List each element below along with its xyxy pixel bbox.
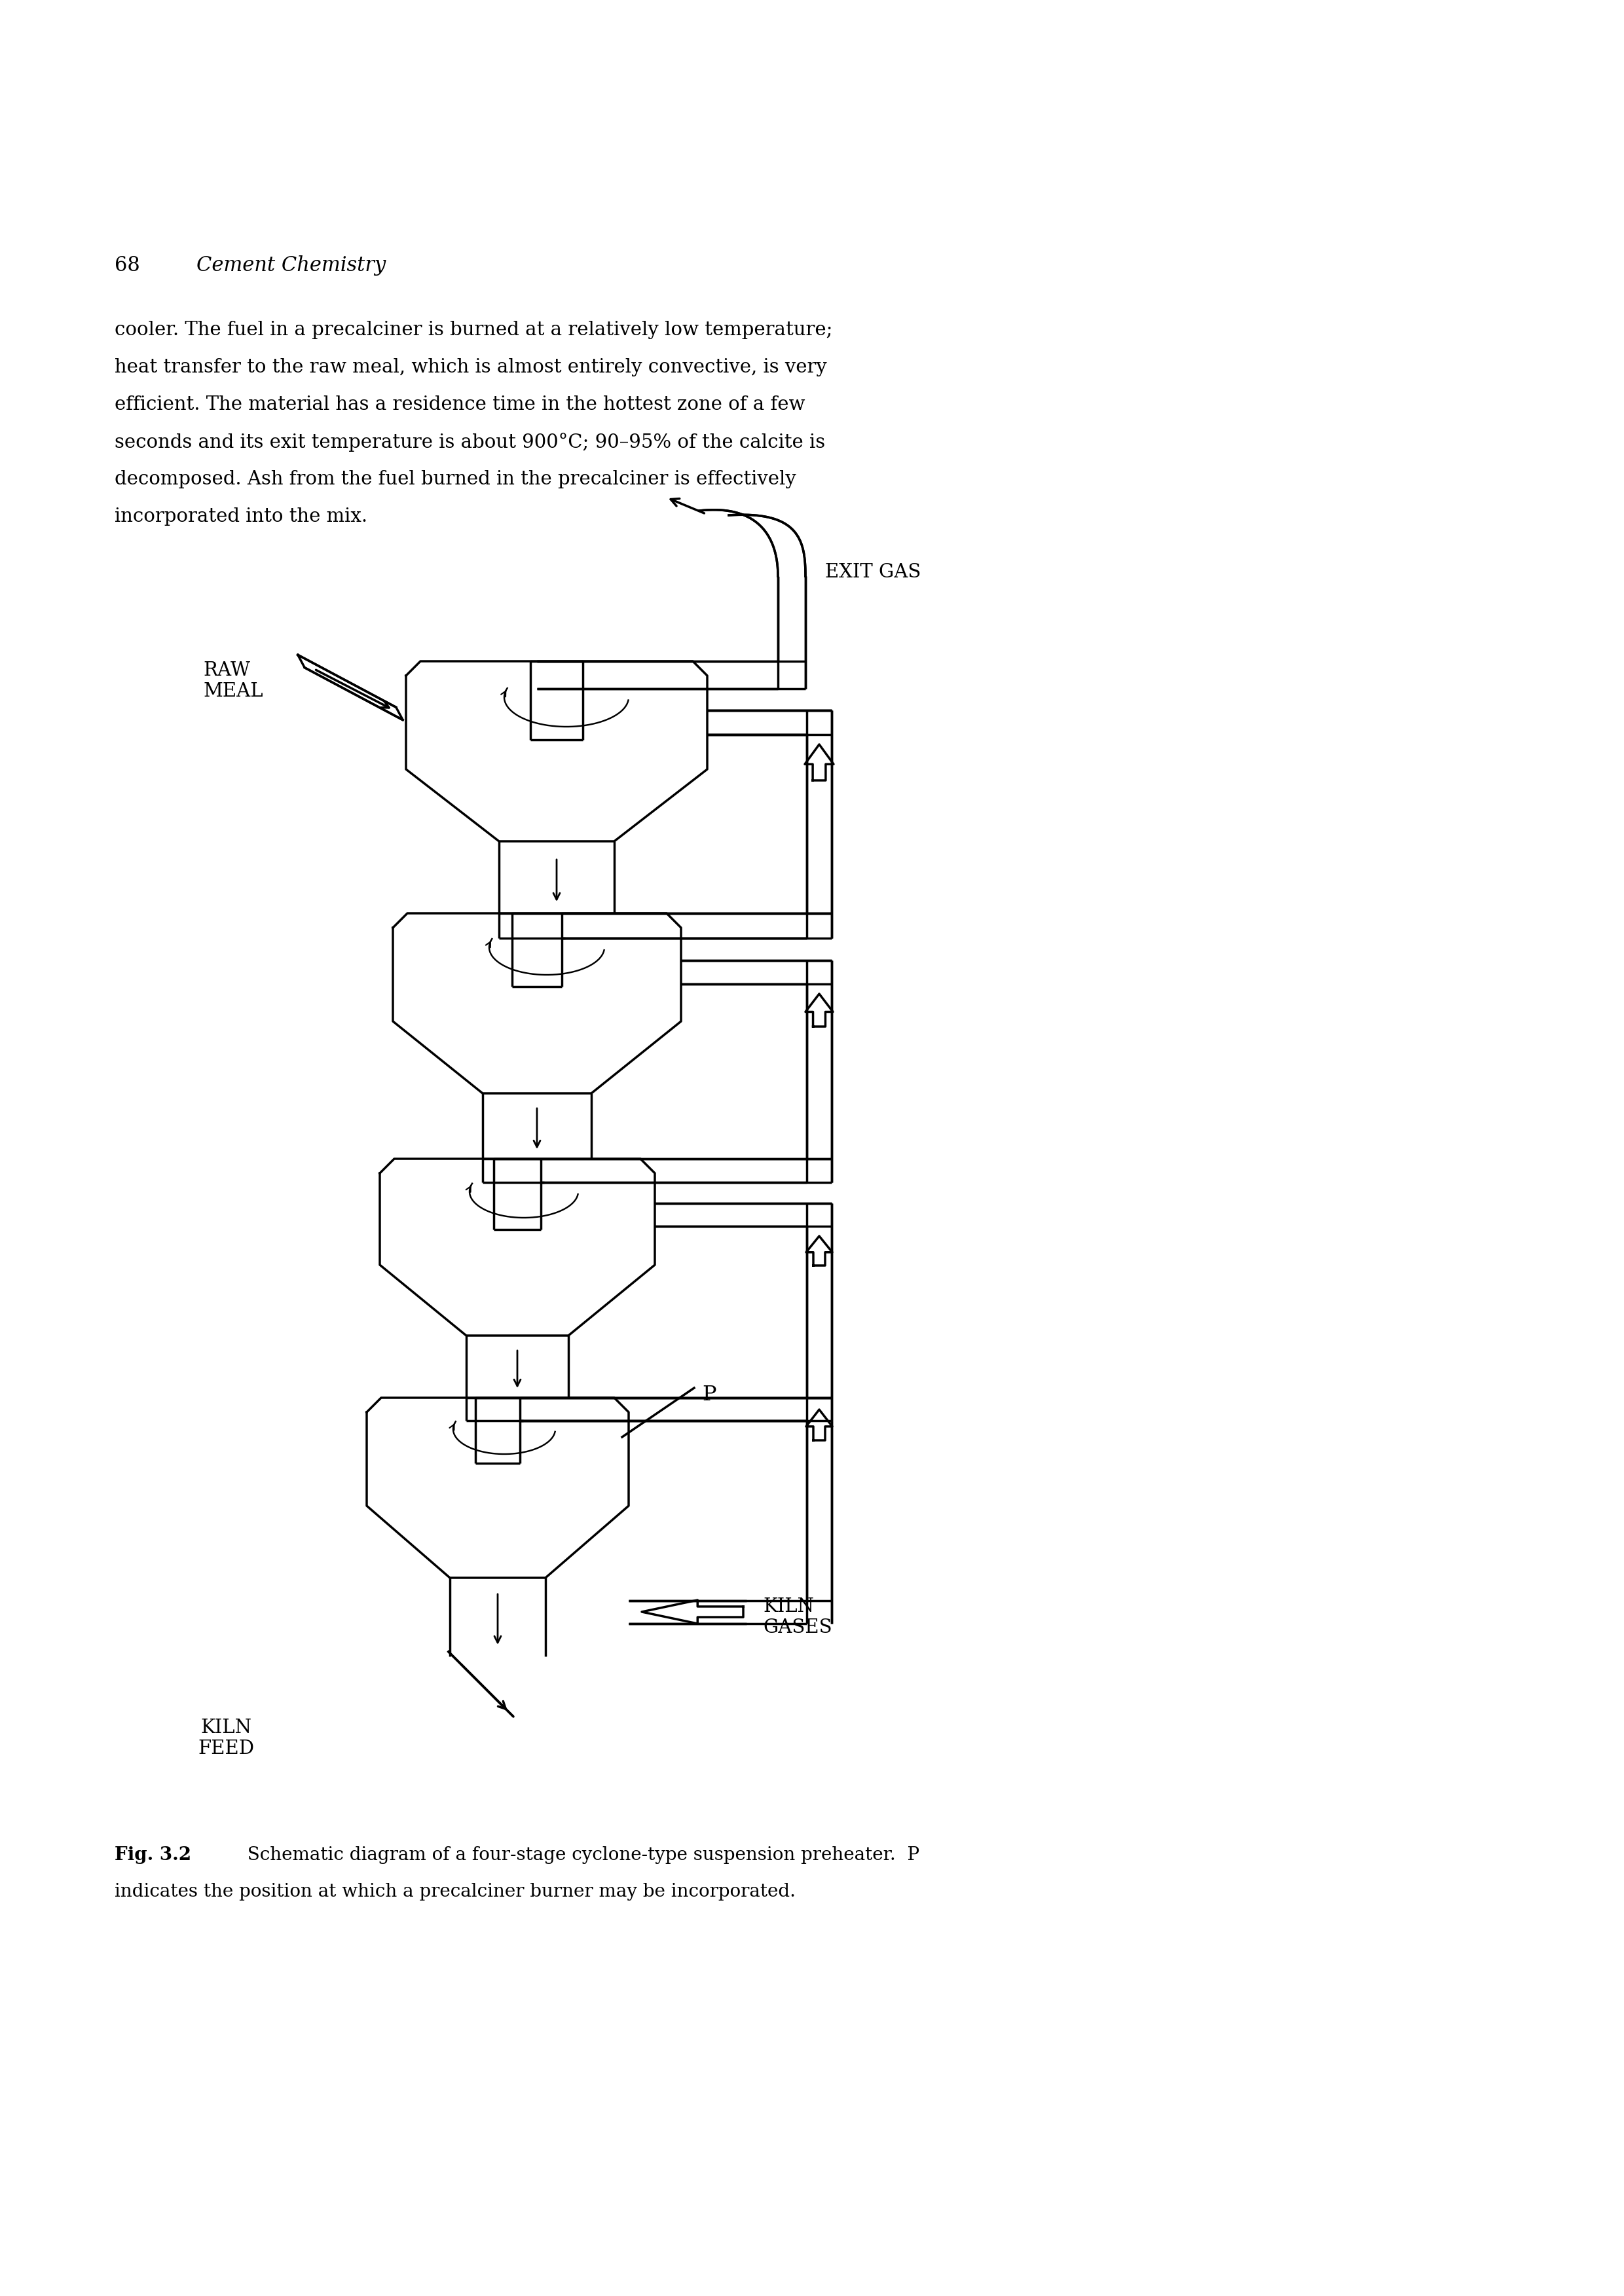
Polygon shape: [628, 1600, 747, 1623]
Text: Fig. 3.2: Fig. 3.2: [115, 1846, 192, 1864]
Text: seconds and its exit temperature is about 900°C; 90–95% of the calcite is: seconds and its exit temperature is abou…: [115, 432, 825, 452]
Polygon shape: [494, 1159, 541, 1231]
Polygon shape: [778, 661, 806, 689]
Text: 68: 68: [115, 255, 140, 276]
Text: RAW
MEAL: RAW MEAL: [203, 661, 263, 700]
Polygon shape: [450, 1577, 546, 1655]
Polygon shape: [466, 1336, 568, 1398]
Polygon shape: [807, 1203, 831, 1226]
Text: cooler. The fuel in a precalciner is burned at a relatively low temperature;: cooler. The fuel in a precalciner is bur…: [115, 321, 833, 340]
Polygon shape: [807, 1159, 831, 1182]
Polygon shape: [807, 1600, 831, 1623]
Text: P: P: [702, 1384, 716, 1405]
Polygon shape: [806, 744, 833, 781]
Polygon shape: [562, 914, 831, 939]
Polygon shape: [476, 1398, 520, 1463]
Polygon shape: [448, 1651, 513, 1717]
Text: indicates the position at which a precalciner burner may be incorporated.: indicates the position at which a precal…: [115, 1883, 796, 1901]
Polygon shape: [806, 994, 833, 1026]
Polygon shape: [520, 1398, 831, 1421]
Polygon shape: [706, 709, 831, 735]
Polygon shape: [499, 840, 614, 914]
Polygon shape: [807, 1421, 831, 1623]
Polygon shape: [531, 661, 583, 739]
Text: decomposed. Ash from the fuel burned in the precalciner is effectively: decomposed. Ash from the fuel burned in …: [115, 471, 796, 489]
Polygon shape: [297, 654, 403, 721]
Polygon shape: [367, 1398, 628, 1577]
Polygon shape: [541, 1159, 831, 1182]
Polygon shape: [806, 1410, 831, 1440]
Polygon shape: [393, 914, 680, 1093]
Polygon shape: [512, 914, 562, 987]
Polygon shape: [807, 960, 831, 985]
Polygon shape: [380, 1159, 654, 1336]
Text: incorporated into the mix.: incorporated into the mix.: [115, 507, 367, 526]
Polygon shape: [680, 960, 831, 985]
Polygon shape: [807, 709, 831, 939]
Text: KILN
GASES: KILN GASES: [763, 1598, 831, 1637]
Polygon shape: [807, 1398, 831, 1421]
Text: KILN
FEED: KILN FEED: [198, 1720, 253, 1759]
Text: Cement Chemistry: Cement Chemistry: [197, 255, 387, 276]
Text: EXIT GAS: EXIT GAS: [825, 563, 921, 581]
Polygon shape: [807, 1203, 831, 1421]
Polygon shape: [538, 661, 806, 689]
Polygon shape: [807, 709, 831, 735]
Polygon shape: [641, 1600, 744, 1623]
Polygon shape: [654, 1203, 831, 1226]
Text: heat transfer to the raw meal, which is almost entirely convective, is very: heat transfer to the raw meal, which is …: [115, 358, 827, 377]
Polygon shape: [700, 510, 806, 576]
Polygon shape: [482, 1093, 591, 1159]
Polygon shape: [806, 1235, 831, 1265]
Polygon shape: [807, 960, 831, 1182]
Text: efficient. The material has a residence time in the hottest zone of a few: efficient. The material has a residence …: [115, 395, 806, 413]
Text: Schematic diagram of a four-stage cyclone-type suspension preheater.  P: Schematic diagram of a four-stage cyclon…: [235, 1846, 919, 1864]
Polygon shape: [406, 661, 706, 840]
Polygon shape: [807, 914, 831, 939]
Polygon shape: [778, 576, 806, 661]
